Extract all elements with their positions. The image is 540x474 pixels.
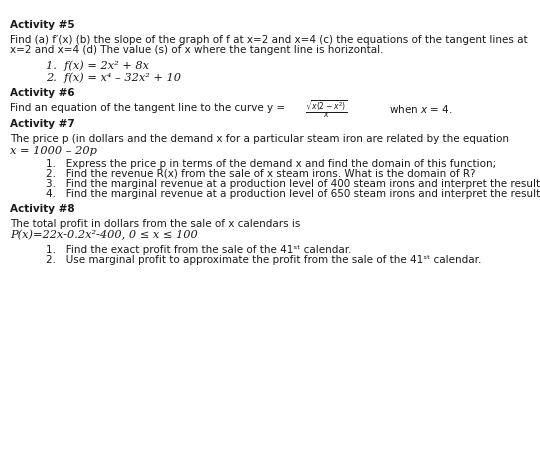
Text: P(x)=22x-0.2x²-400, 0 ≤ x ≤ 100: P(x)=22x-0.2x²-400, 0 ≤ x ≤ 100 [10,230,198,241]
Text: 1.   Find the exact profit from the sale of the 41ˢᵗ calendar.: 1. Find the exact profit from the sale o… [46,245,352,255]
Text: $\frac{\sqrt{x(2-x^2)}}{x}$: $\frac{\sqrt{x(2-x^2)}}{x}$ [305,98,348,120]
Text: 3.   Find the marginal revenue at a production level of 400 steam irons and inte: 3. Find the marginal revenue at a produc… [46,179,540,189]
Text: 2.  f(x) = x⁴ – 32x² + 10: 2. f(x) = x⁴ – 32x² + 10 [46,72,181,82]
Text: 4.   Find the marginal revenue at a production level of 650 steam irons and inte: 4. Find the marginal revenue at a produc… [46,189,540,199]
Text: Activity #5: Activity #5 [10,20,75,30]
Text: The total profit in dollars from the sale of x calendars is: The total profit in dollars from the sal… [10,219,300,228]
Text: x=2 and x=4 (d) The value (s) of x where the tangent line is horizontal.: x=2 and x=4 (d) The value (s) of x where… [10,45,383,55]
Text: 2.   Use marginal profit to approximate the profit from the sale of the 41ˢᵗ cal: 2. Use marginal profit to approximate th… [46,255,481,264]
Text: when $x$ = 4.: when $x$ = 4. [389,103,453,115]
Text: Find (a) f′(x) (b) the slope of the graph of f at x=2 and x=4 (c) the equations : Find (a) f′(x) (b) the slope of the grap… [10,35,528,45]
Text: Activity #6: Activity #6 [10,88,75,98]
Text: x = 1000 – 20p: x = 1000 – 20p [10,146,97,156]
Text: 2.   Find the revenue R(x) from the sale of x steam irons. What is the domain of: 2. Find the revenue R(x) from the sale o… [46,169,475,179]
Text: Find an equation of the tangent line to the curve y =: Find an equation of the tangent line to … [10,103,285,113]
Text: 1.   Express the price p in terms of the demand x and find the domain of this fu: 1. Express the price p in terms of the d… [46,159,496,169]
Text: Activity #8: Activity #8 [10,204,75,214]
Text: Activity #7: Activity #7 [10,119,75,129]
Text: The price p (in dollars and the demand x for a particular steam iron are related: The price p (in dollars and the demand x… [10,134,509,144]
Text: 1.  f(x) = 2x² + 8x: 1. f(x) = 2x² + 8x [46,60,149,71]
